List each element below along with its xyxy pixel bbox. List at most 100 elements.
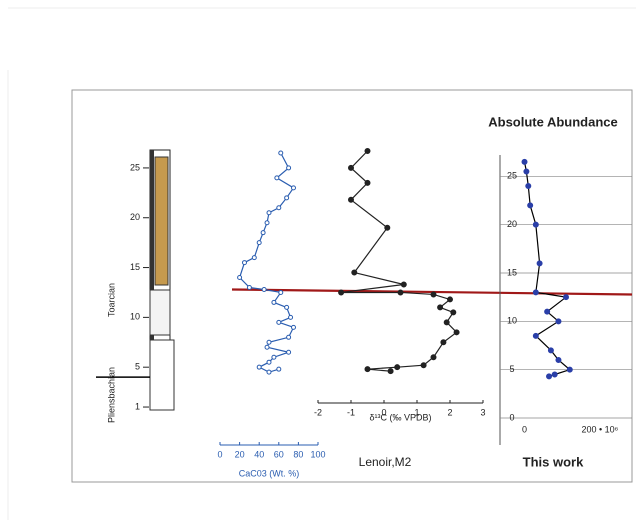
data-point xyxy=(287,335,291,339)
data-point xyxy=(448,297,453,302)
data-point xyxy=(567,367,572,372)
stage-label: Pliensbachian xyxy=(106,367,116,423)
data-point xyxy=(537,261,542,266)
data-point xyxy=(547,374,552,379)
column-band xyxy=(155,157,168,285)
data-point xyxy=(444,320,449,325)
column-band xyxy=(150,340,174,410)
x-tick-label: 80 xyxy=(293,449,303,459)
data-point xyxy=(262,287,266,291)
data-point xyxy=(352,270,357,275)
data-point xyxy=(454,330,459,335)
stage-label: Toarcian xyxy=(106,283,116,317)
y-tick-label: 15 xyxy=(507,267,517,277)
x-tick-label: 20 xyxy=(235,449,245,459)
data-point xyxy=(522,159,527,164)
profile-line xyxy=(240,153,294,372)
data-point xyxy=(285,305,289,309)
data-point xyxy=(267,211,271,215)
data-point xyxy=(526,184,531,189)
data-point xyxy=(272,300,276,304)
x-tick-label: 200 • 10⁶ xyxy=(581,424,618,434)
column-band xyxy=(150,290,170,335)
y-tick-label: 15 xyxy=(130,262,140,272)
x-tick-label: 100 xyxy=(310,449,325,459)
x-tick-label: -1 xyxy=(347,407,355,417)
data-point xyxy=(395,365,400,370)
x-tick-label: -2 xyxy=(314,407,322,417)
data-point xyxy=(564,295,569,300)
data-point xyxy=(243,261,247,265)
data-point xyxy=(292,325,296,329)
data-point xyxy=(277,367,281,371)
y-tick-label: 0 xyxy=(509,412,514,422)
data-point xyxy=(401,282,406,287)
data-point xyxy=(533,222,538,227)
strat-column xyxy=(150,150,174,410)
data-point xyxy=(279,290,283,294)
data-point xyxy=(556,319,561,324)
data-point xyxy=(247,285,251,289)
data-point xyxy=(438,305,443,310)
profile-line xyxy=(341,151,457,371)
panel-annotation: Lenoir,M2 xyxy=(359,455,412,469)
data-point xyxy=(261,231,265,235)
panel-title: Absolute Abundance xyxy=(488,114,618,129)
data-point xyxy=(431,355,436,360)
data-point xyxy=(257,241,261,245)
data-point xyxy=(339,290,344,295)
data-point xyxy=(267,360,271,364)
y-tick-label: 5 xyxy=(135,362,140,372)
x-axis-label: δ¹³C (‰ VPDB) xyxy=(369,412,431,422)
data-point xyxy=(545,309,550,314)
data-point xyxy=(451,310,456,315)
data-point xyxy=(265,221,269,225)
data-point xyxy=(533,290,538,295)
data-point xyxy=(528,203,533,208)
data-point xyxy=(272,355,276,359)
data-point xyxy=(275,176,279,180)
panel-annotation: This work xyxy=(523,454,584,469)
data-point xyxy=(238,276,242,280)
data-point xyxy=(279,151,283,155)
data-point xyxy=(431,292,436,297)
data-point xyxy=(524,169,529,174)
data-point xyxy=(285,196,289,200)
x-tick-label: 40 xyxy=(254,449,264,459)
y-tick-label: 5 xyxy=(509,364,514,374)
data-point xyxy=(287,166,291,170)
y-tick-label: 10 xyxy=(507,316,517,326)
data-point xyxy=(277,320,281,324)
data-point xyxy=(349,165,354,170)
figure: Absolute Abundance Lenoir,M2 This work 1… xyxy=(0,0,644,532)
data-point xyxy=(289,315,293,319)
profile-line xyxy=(525,162,570,377)
data-point xyxy=(287,350,291,354)
x-tick-label: 60 xyxy=(274,449,284,459)
data-point xyxy=(556,358,561,363)
data-point xyxy=(388,369,393,374)
data-point xyxy=(267,370,271,374)
data-point xyxy=(365,367,370,372)
data-point xyxy=(552,372,557,377)
data-point xyxy=(398,290,403,295)
data-point xyxy=(277,206,281,210)
data-point xyxy=(292,186,296,190)
x-tick-label: 0 xyxy=(217,449,222,459)
data-point xyxy=(257,365,261,369)
data-point xyxy=(365,148,370,153)
data-point xyxy=(349,197,354,202)
data-point xyxy=(385,225,390,230)
data-point xyxy=(441,340,446,345)
data-point xyxy=(267,340,271,344)
data-point xyxy=(421,363,426,368)
y-tick-label: 1 xyxy=(135,401,140,411)
data-point xyxy=(533,333,538,338)
data-point xyxy=(252,256,256,260)
y-tick-label: 10 xyxy=(130,312,140,322)
y-tick-label: 20 xyxy=(130,212,140,222)
y-tick-label: 25 xyxy=(130,162,140,172)
data-point xyxy=(365,180,370,185)
y-tick-label: 20 xyxy=(507,219,517,229)
y-tick-label: 25 xyxy=(507,171,517,181)
